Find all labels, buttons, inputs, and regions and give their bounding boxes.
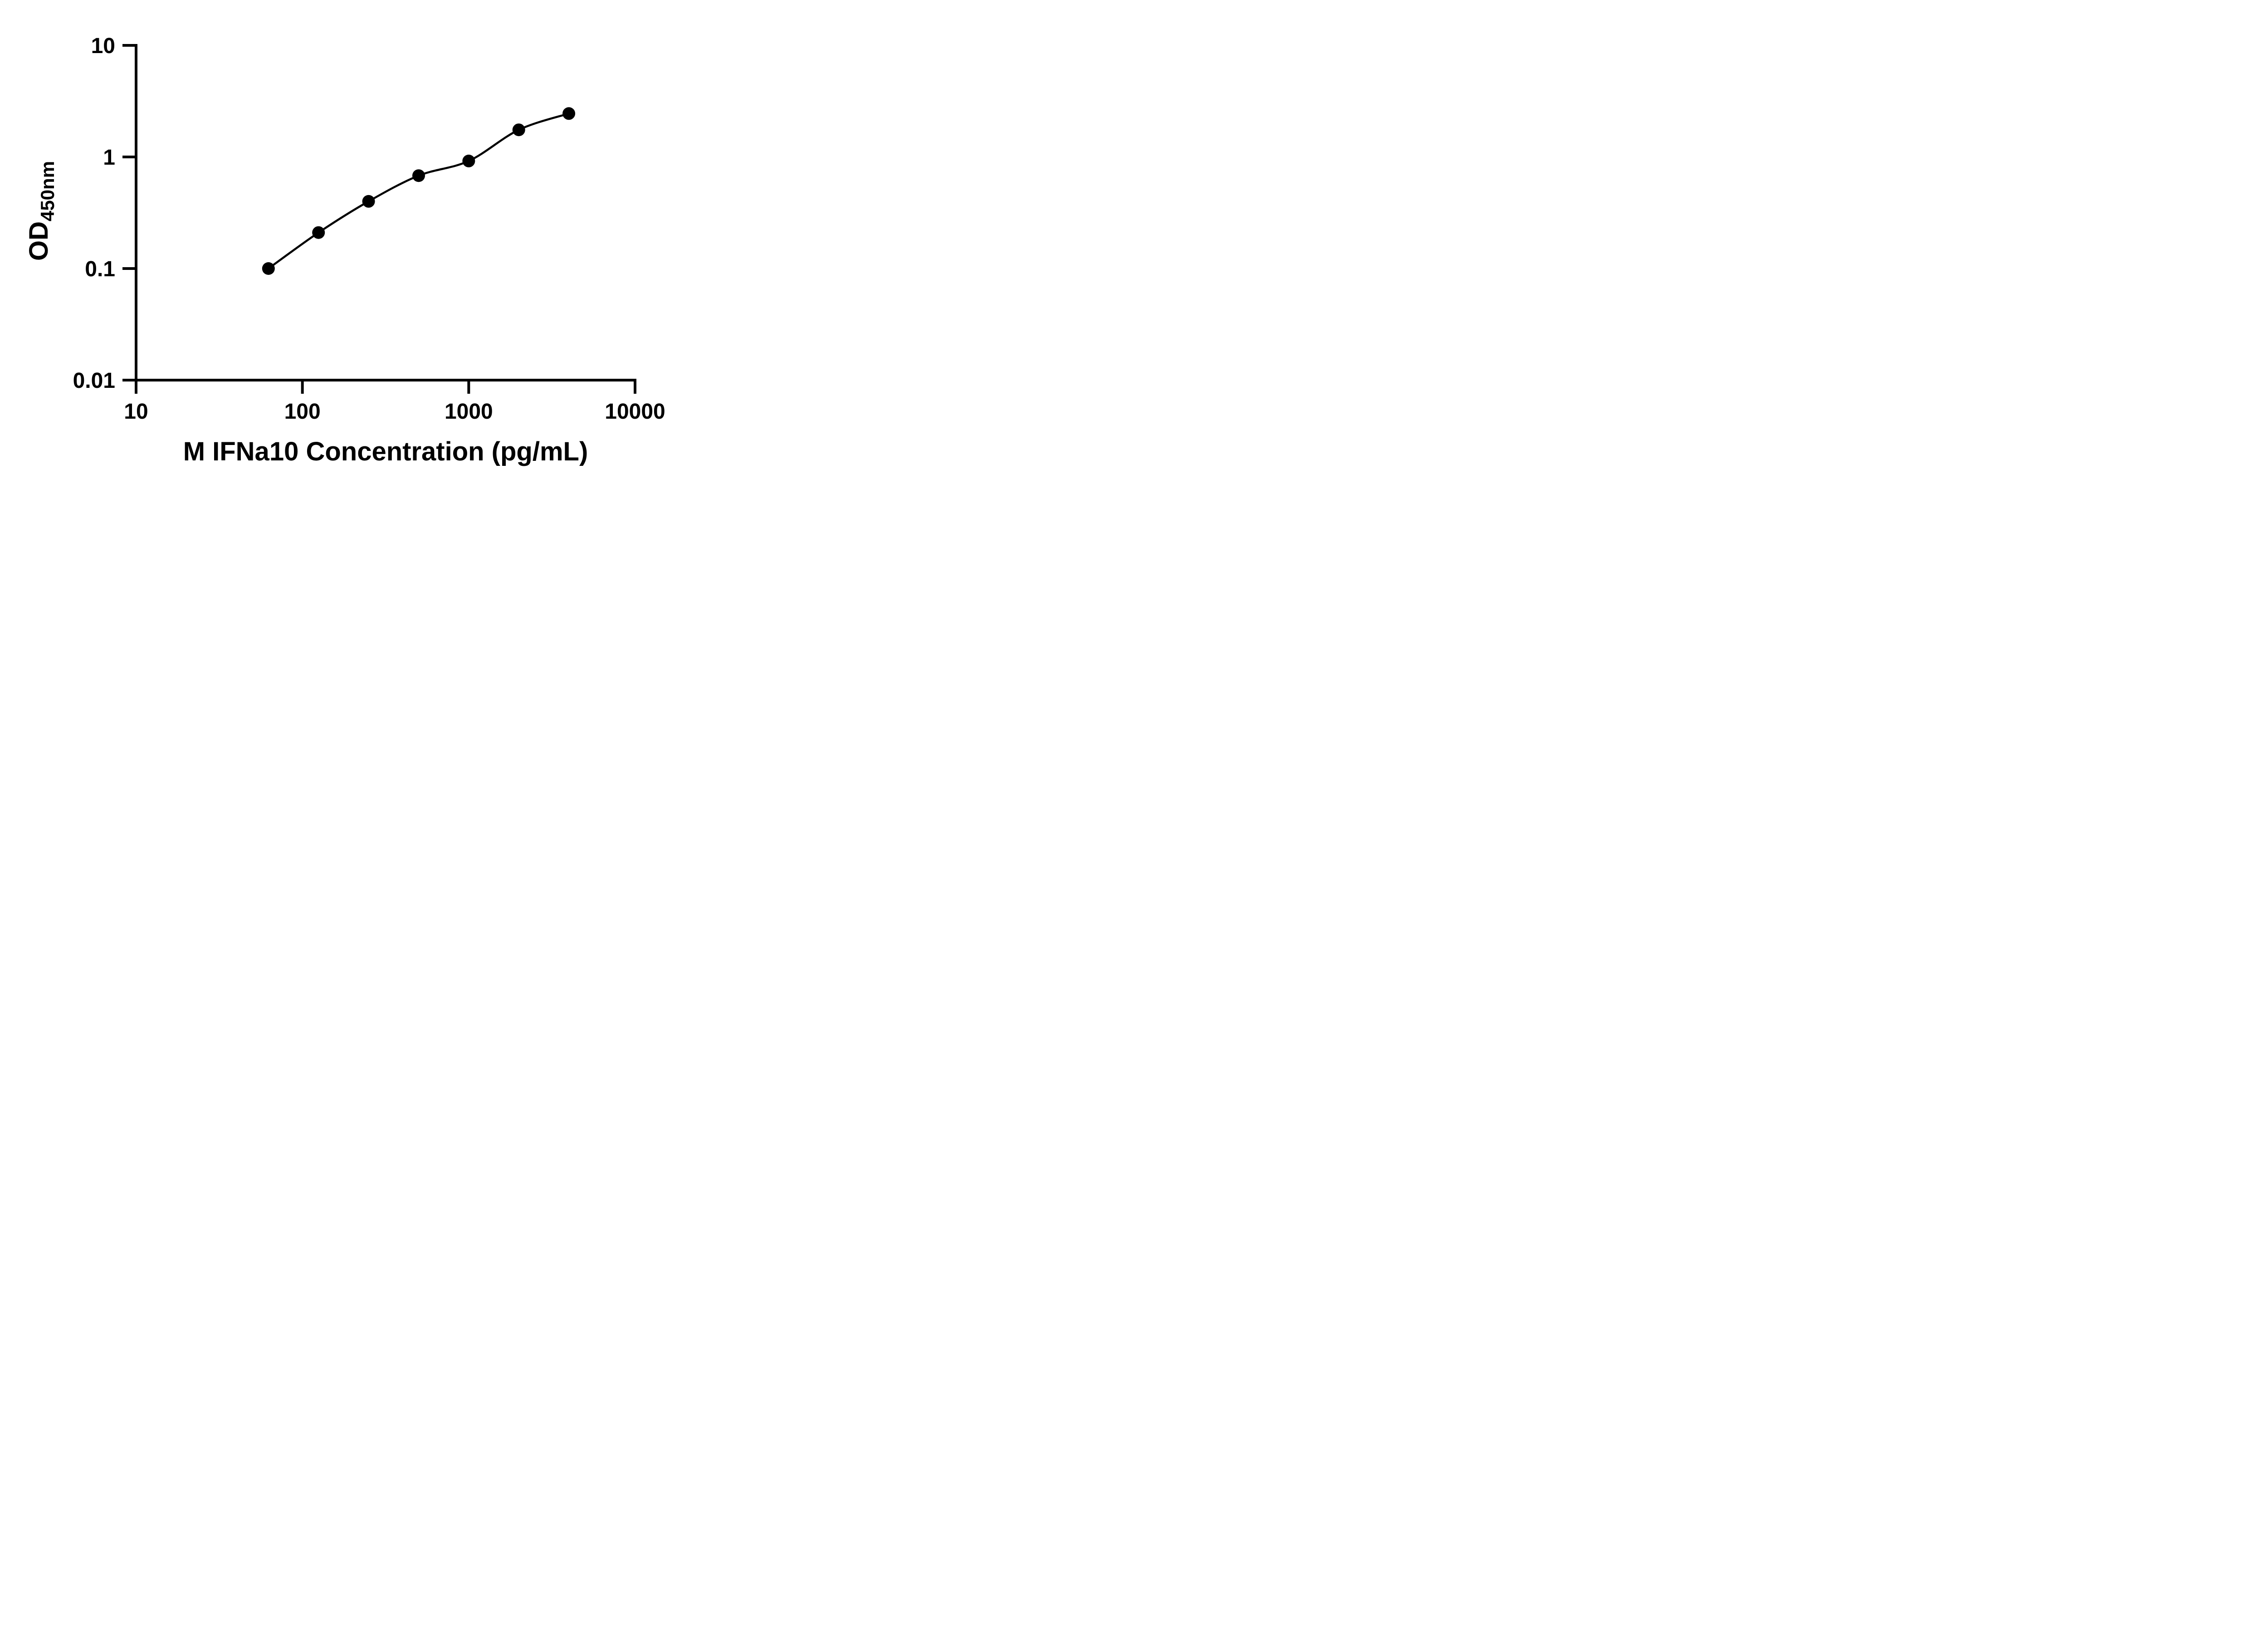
axis-lines: [135, 44, 636, 381]
data-point: [462, 154, 475, 167]
y-axis-tick-label: 1: [103, 146, 115, 170]
x-axis-tick-label: 100: [284, 400, 321, 424]
y-axis-title: OD450nm: [24, 161, 58, 261]
data-point: [412, 169, 425, 182]
standard-curve-page: 10 100 1000 10000 10 1 0.1 0.01 M IFNa10 Concen…: [0, 0, 699, 490]
y-axis-title-main: OD: [24, 221, 54, 261]
fit-curve: [268, 112, 569, 269]
data-point: [362, 195, 375, 208]
standard-curve-chart: 10 100 1000 10000 10 1 0.1 0.01 M IFNa10 Concen…: [24, 34, 665, 466]
x-axis-tick-label: 10000: [605, 400, 665, 424]
y-axis-tick-label: 0.1: [85, 257, 115, 281]
data-point: [262, 262, 275, 275]
data-point: [562, 107, 576, 120]
x-axis-tick-label: 1000: [445, 400, 493, 424]
x-axis-title: M IFNa10 Concentration (pg/mL): [183, 437, 588, 466]
data-point: [512, 123, 525, 137]
data-point: [312, 226, 325, 239]
y-axis-title-subscript: 450nm: [37, 161, 58, 221]
y-axis-tick-label: 10: [91, 34, 115, 58]
y-axis-tick-label: 0.01: [73, 369, 115, 393]
plot-layer: 10 100 1000 10000 10 1 0.1 0.01: [73, 34, 665, 424]
x-axis-tick-label: 10: [124, 400, 148, 424]
